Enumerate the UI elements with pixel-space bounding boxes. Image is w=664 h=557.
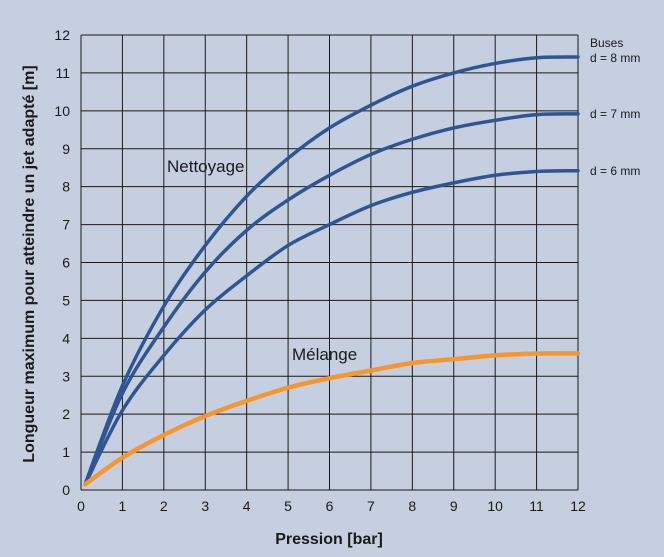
- x-tick-label: 3: [201, 498, 209, 514]
- x-tick-label: 7: [367, 498, 375, 514]
- annotation-nettoyage: Nettoyage: [167, 157, 245, 176]
- x-tick-label: 11: [529, 498, 544, 514]
- y-tick-label: 1: [62, 444, 70, 460]
- x-tick-label: 6: [326, 498, 334, 514]
- x-tick-label: 2: [160, 498, 168, 514]
- y-tick-label: 0: [62, 482, 70, 498]
- y-tick-label: 8: [62, 179, 70, 195]
- y-tick-label: 9: [62, 141, 70, 157]
- series-line-d-7-mm: [83, 112, 580, 487]
- nozzle-label-6mm: d = 6 mm: [590, 164, 640, 178]
- grid: [80, 34, 579, 491]
- y-tick-label: 4: [62, 330, 70, 346]
- y-tick-label: 12: [54, 27, 70, 43]
- y-tick-label: 3: [62, 368, 70, 384]
- y-tick-label: 2: [62, 406, 70, 422]
- y-tick-label: 11: [55, 65, 70, 81]
- x-tick-label: 1: [119, 498, 127, 514]
- nozzle-label-8mm: d = 8 mm: [590, 51, 640, 65]
- y-tick-label: 5: [62, 292, 70, 308]
- x-tick-label: 10: [487, 498, 503, 514]
- series-line-m-lange: [82, 351, 581, 487]
- nozzle-label-7mm: d = 7 mm: [590, 107, 640, 121]
- x-tick-label: 9: [450, 498, 458, 514]
- x-tick-label: 8: [408, 498, 416, 514]
- x-tick-label: 4: [243, 498, 251, 514]
- y-tick-label: 7: [62, 217, 70, 233]
- x-axis-title: Pression [bar]: [275, 531, 383, 548]
- y-axis-title: Longueur maximum pour atteindre un jet a…: [21, 65, 38, 462]
- series-line-d-6-mm: [83, 168, 580, 487]
- x-tick-label: 12: [570, 498, 586, 514]
- series-line-d-8-mm: [83, 55, 580, 487]
- nozzles-header: Buses: [590, 36, 623, 50]
- y-tick-label: 6: [62, 255, 70, 271]
- series-lines: [82, 55, 581, 487]
- annotation-melange: Mélange: [292, 345, 357, 364]
- x-tick-label: 5: [284, 498, 292, 514]
- y-tick-label: 10: [54, 103, 70, 119]
- x-tick-label: 0: [77, 498, 85, 514]
